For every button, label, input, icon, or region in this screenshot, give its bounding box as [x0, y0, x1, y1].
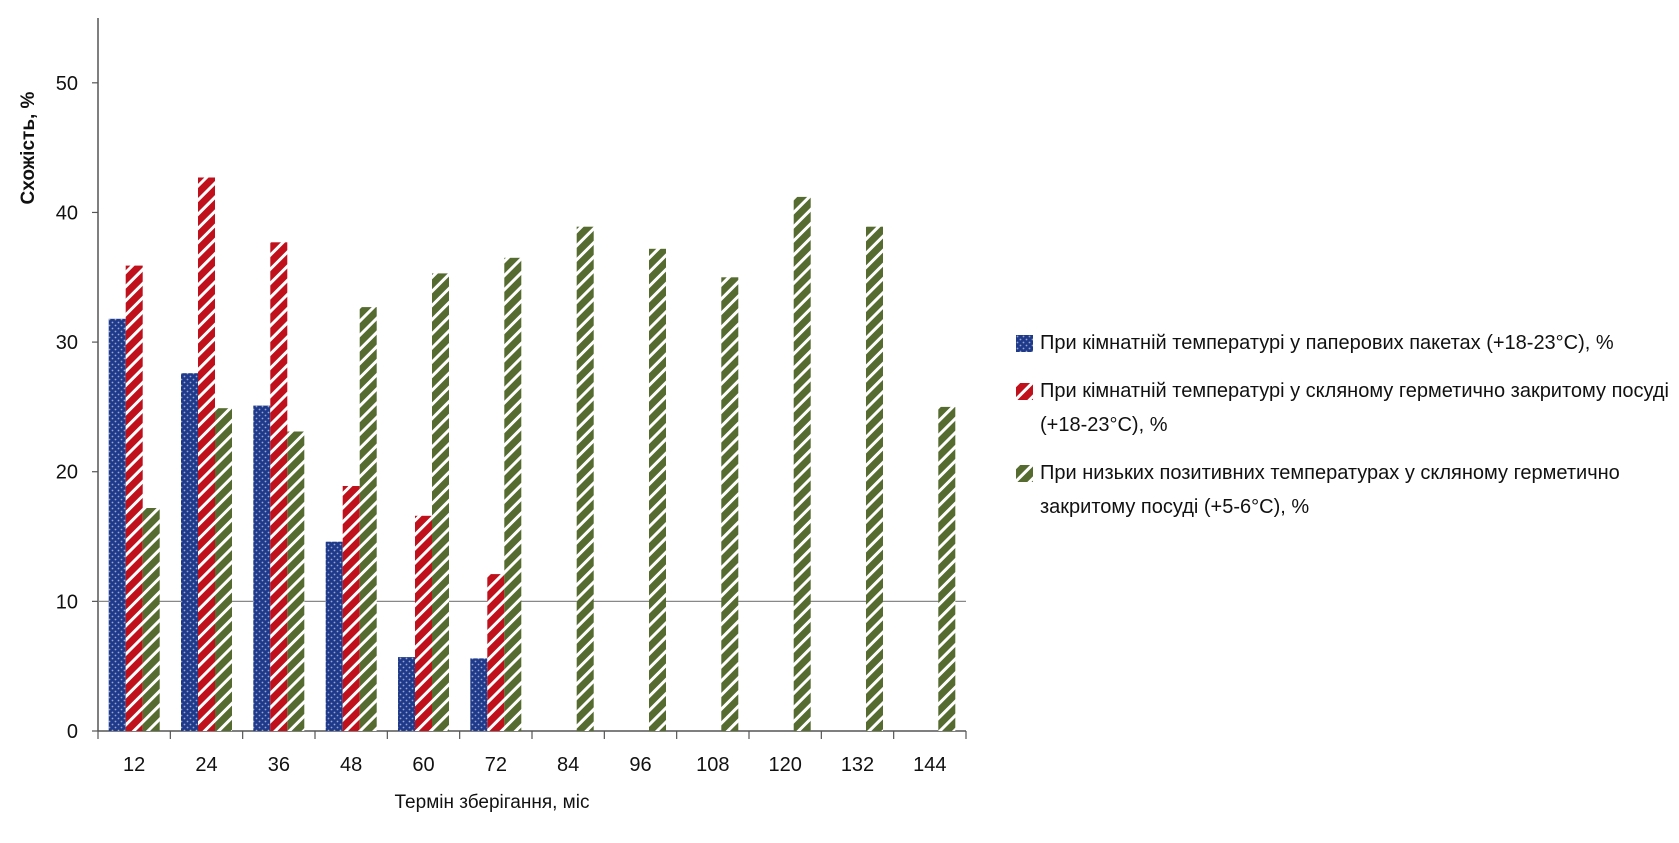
y-axis-title: Схожість, % [18, 91, 39, 204]
x-tick-label: 12 [123, 754, 145, 776]
bar-series-2-48 [342, 486, 360, 731]
bar-series-1-24 [181, 373, 198, 731]
y-tick-label: 10 [56, 591, 78, 613]
bar-series-3-84 [576, 226, 594, 731]
y-tick-label: 0 [67, 721, 78, 743]
bar-series-2-36 [270, 242, 288, 732]
bar-series-3-96 [649, 248, 666, 732]
bar-series-1-72 [470, 658, 488, 731]
x-tick-label: 48 [340, 754, 362, 776]
y-tick-label: 40 [56, 202, 78, 224]
y-tick-label: 20 [56, 462, 78, 484]
bar-series-3-108 [721, 277, 739, 731]
bar-series-3-36 [287, 431, 305, 731]
bar-series-1-12 [108, 318, 126, 731]
bar-series-3-72 [504, 257, 522, 731]
x-tick-label: 120 [768, 754, 801, 776]
bar-series-1-48 [325, 541, 343, 731]
legend-label-series-1: При кімнатній температурі у паперових па… [1040, 332, 1614, 354]
legend-swatch-series-3 [1016, 465, 1033, 482]
bar-series-2-24 [198, 177, 215, 731]
bar-series-3-120 [793, 196, 811, 731]
x-tick-label: 96 [629, 754, 651, 776]
bar-series-3-144 [938, 406, 956, 731]
legend-item-series-1: При кімнатній температурі у паперових па… [1016, 326, 1676, 360]
x-tick-label: 36 [268, 754, 290, 776]
x-tick-label: 60 [412, 754, 434, 776]
y-tick-label: 50 [56, 73, 78, 95]
bar-series-3-48 [359, 307, 377, 731]
x-tick-label: 144 [913, 754, 946, 776]
bar-series-2-12 [125, 265, 143, 731]
bar-series-3-24 [215, 408, 232, 731]
x-tick-label: 24 [195, 754, 217, 776]
bar-series-3-132 [866, 226, 883, 731]
bars-layer [108, 177, 956, 732]
x-tick-label: 132 [841, 754, 874, 776]
bar-series-3-60 [432, 273, 449, 731]
x-tick-label: 84 [557, 754, 579, 776]
x-axis-title: Термін зберігання, міс [395, 792, 590, 813]
bar-series-2-72 [487, 574, 505, 731]
ticks-layer: 0 10 20 30 40 50 12 24 36 48 60 72 84 96 108 120 132 144 [56, 73, 967, 776]
bar-series-1-60 [398, 657, 415, 731]
y-tick-label: 30 [56, 332, 78, 354]
legend-label-series-3: При низьких позитивних температурах у ск… [1040, 462, 1620, 518]
legend-item-series-3: При низьких позитивних температурах у ск… [1016, 456, 1676, 524]
x-tick-label: 72 [485, 754, 507, 776]
legend-label-series-2: При кімнатній температурі у скляному гер… [1040, 380, 1669, 436]
bar-series-1-36 [253, 405, 271, 731]
x-tick-label: 108 [696, 754, 729, 776]
legend-swatch-series-1 [1016, 335, 1033, 352]
legend: При кімнатній температурі у паперових па… [1016, 326, 1676, 538]
bar-series-2-60 [415, 515, 432, 731]
legend-item-series-2: При кімнатній температурі у скляному гер… [1016, 374, 1676, 442]
bar-series-3-12 [142, 508, 160, 731]
legend-swatch-series-2 [1016, 383, 1033, 400]
